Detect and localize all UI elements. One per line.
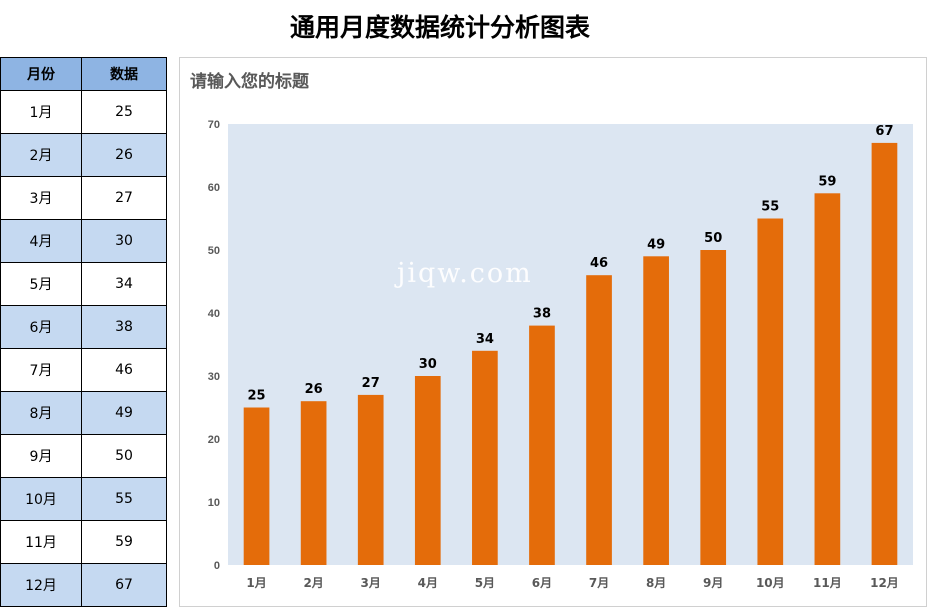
table-row: 6月 38 bbox=[0, 305, 167, 349]
data-label: 59 bbox=[818, 174, 836, 189]
data-label: 25 bbox=[247, 389, 265, 404]
x-tick-label: 5月 bbox=[475, 576, 495, 590]
value-cell: 38 bbox=[81, 305, 167, 349]
chart-title: 请输入您的标题 bbox=[190, 72, 309, 92]
month-cell: 7月 bbox=[0, 348, 82, 392]
bar bbox=[700, 250, 727, 565]
watermark-text: jiqw.com bbox=[397, 258, 533, 289]
month-cell: 10月 bbox=[0, 477, 82, 521]
value-cell: 25 bbox=[81, 90, 167, 134]
x-tick-label: 11月 bbox=[813, 576, 842, 590]
month-cell: 4月 bbox=[0, 219, 82, 263]
value-cell: 50 bbox=[81, 434, 167, 478]
table-row: 11月 59 bbox=[0, 520, 167, 564]
x-tick-label: 2月 bbox=[303, 576, 323, 590]
value-cell: 49 bbox=[81, 391, 167, 435]
value-cell: 30 bbox=[81, 219, 167, 263]
data-label: 46 bbox=[590, 256, 608, 271]
value-cell: 34 bbox=[81, 262, 167, 306]
data-label: 55 bbox=[761, 200, 779, 215]
x-tick-label: 8月 bbox=[646, 576, 666, 590]
table-row: 12月 67 bbox=[0, 563, 167, 607]
table-row: 5月 34 bbox=[0, 262, 167, 306]
value-cell: 55 bbox=[81, 477, 167, 521]
value-cell: 27 bbox=[81, 176, 167, 220]
table-header-row: 月份 数据 bbox=[0, 57, 167, 91]
value-cell: 67 bbox=[81, 563, 167, 607]
x-tick-label: 7月 bbox=[589, 576, 609, 590]
x-tick-label: 9月 bbox=[703, 576, 723, 590]
table-row: 8月 49 bbox=[0, 391, 167, 435]
bar bbox=[529, 325, 555, 565]
month-cell: 3月 bbox=[0, 176, 82, 220]
data-label: 34 bbox=[476, 332, 494, 347]
bar bbox=[586, 275, 612, 565]
page-title: 通用月度数据统计分析图表 bbox=[289, 13, 590, 42]
x-tick-label: 6月 bbox=[532, 576, 552, 590]
bar bbox=[414, 376, 441, 565]
month-cell: 12月 bbox=[0, 563, 82, 607]
table-row: 10月 55 bbox=[0, 477, 167, 521]
data-label: 67 bbox=[875, 124, 893, 139]
header-value: 数据 bbox=[81, 57, 167, 91]
bar bbox=[643, 256, 669, 565]
x-tick-label: 3月 bbox=[361, 576, 381, 590]
data-label: 38 bbox=[533, 307, 551, 322]
month-cell: 5月 bbox=[0, 262, 82, 306]
y-tick-label: 20 bbox=[208, 434, 220, 446]
y-tick-label: 10 bbox=[208, 497, 220, 509]
bar bbox=[357, 394, 384, 565]
chart-area: 请输入您的标题 0 10 20 30 40 50 60 70 25 1月 26 2月 27 3月 30 4月 3… bbox=[179, 57, 927, 607]
data-label: 26 bbox=[305, 382, 323, 397]
table-row: 2月 26 bbox=[0, 133, 167, 177]
plot-background bbox=[228, 124, 913, 565]
header-month: 月份 bbox=[0, 57, 82, 91]
table-row: 3月 27 bbox=[0, 176, 167, 220]
data-label: 30 bbox=[419, 357, 437, 372]
month-cell: 11月 bbox=[0, 520, 82, 564]
value-cell: 46 bbox=[81, 348, 167, 392]
value-cell: 59 bbox=[81, 520, 167, 564]
y-tick-label: 60 bbox=[208, 182, 220, 194]
x-tick-label: 10月 bbox=[756, 576, 785, 590]
y-tick-label: 70 bbox=[208, 119, 220, 131]
y-tick-label: 50 bbox=[208, 245, 220, 257]
month-cell: 8月 bbox=[0, 391, 82, 435]
table-row: 4月 30 bbox=[0, 219, 167, 263]
data-label: 49 bbox=[647, 237, 665, 252]
table-row: 9月 50 bbox=[0, 434, 167, 478]
data-label: 27 bbox=[362, 376, 380, 391]
bar bbox=[300, 401, 327, 565]
month-cell: 2月 bbox=[0, 133, 82, 177]
bar bbox=[472, 350, 498, 565]
bar-chart: 0 10 20 30 40 50 60 70 25 1月 26 2月 27 3月 30 4月 34 5月 38 6月 4… bbox=[208, 119, 913, 590]
y-tick-label: 30 bbox=[208, 371, 220, 383]
month-cell: 9月 bbox=[0, 434, 82, 478]
data-label: 50 bbox=[704, 231, 722, 246]
value-cell: 26 bbox=[81, 133, 167, 177]
y-tick-label: 40 bbox=[208, 308, 220, 320]
data-table: 月份 数据 1月 25 2月 26 3月 27 4月 30 5月 34 6月 38 7月 46… bbox=[0, 57, 167, 607]
month-cell: 6月 bbox=[0, 305, 82, 349]
table-row: 1月 25 bbox=[0, 90, 167, 134]
y-tick-label: 0 bbox=[214, 560, 220, 572]
bar bbox=[871, 142, 898, 565]
x-tick-label: 4月 bbox=[418, 576, 438, 590]
month-cell: 1月 bbox=[0, 90, 82, 134]
x-tick-label: 12月 bbox=[870, 576, 899, 590]
bar bbox=[243, 407, 270, 565]
bar bbox=[757, 218, 784, 565]
x-tick-label: 1月 bbox=[246, 576, 266, 590]
bar bbox=[814, 193, 841, 566]
table-row: 7月 46 bbox=[0, 348, 167, 392]
